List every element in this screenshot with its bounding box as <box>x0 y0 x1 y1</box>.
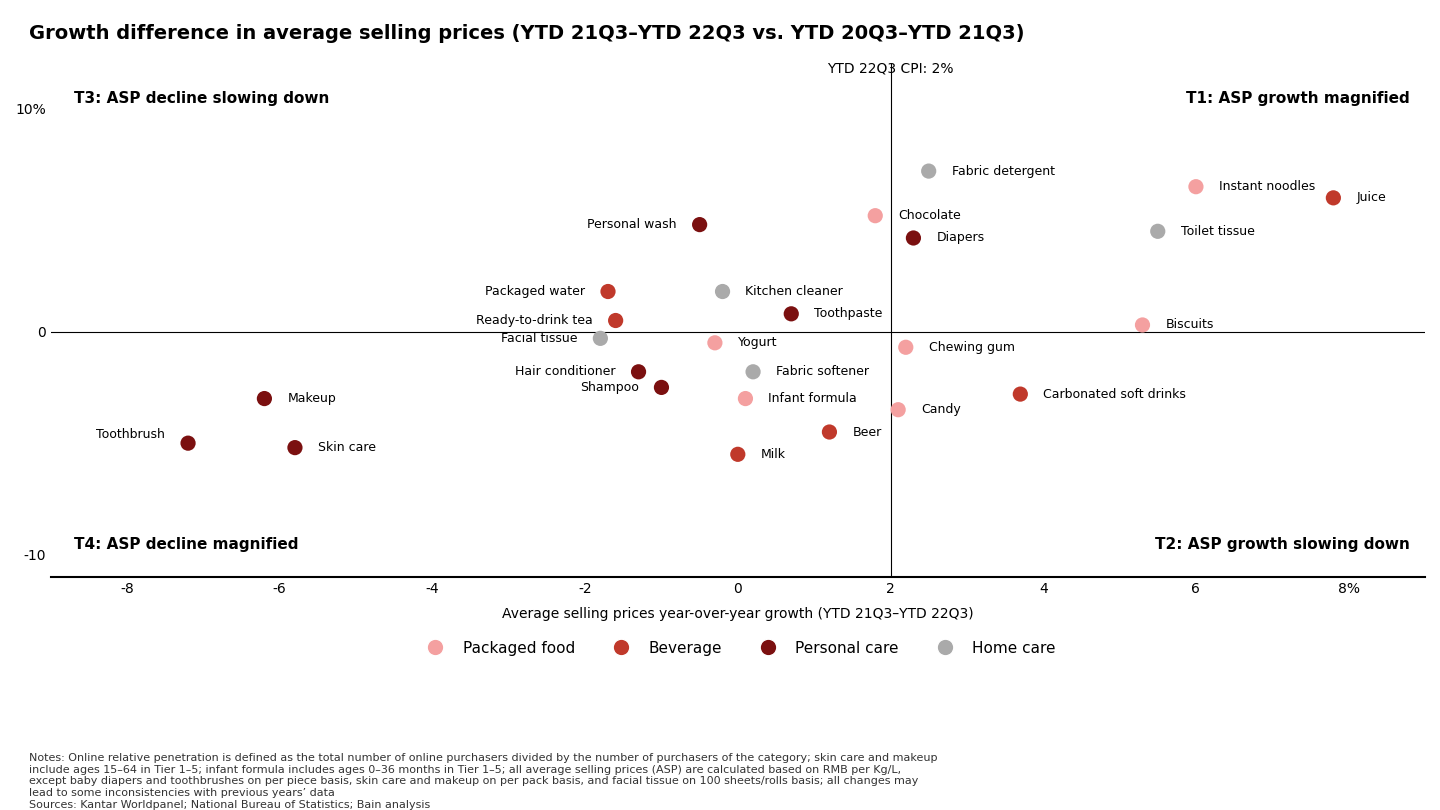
Text: Biscuits: Biscuits <box>1165 318 1214 331</box>
Point <box>649 381 672 394</box>
Point <box>726 448 749 461</box>
Point <box>605 314 628 327</box>
Point <box>894 341 917 354</box>
Text: Yogurt: Yogurt <box>737 336 778 349</box>
Text: Kitchen cleaner: Kitchen cleaner <box>746 285 844 298</box>
Text: Instant noodles: Instant noodles <box>1218 180 1315 194</box>
Text: Toothpaste: Toothpaste <box>814 307 883 320</box>
Text: Toothbrush: Toothbrush <box>96 428 166 441</box>
X-axis label: Average selling prices year-over-year growth (YTD 21Q3–YTD 22Q3): Average selling prices year-over-year gr… <box>503 607 973 621</box>
Point <box>1185 180 1208 193</box>
Text: Milk: Milk <box>760 448 786 461</box>
Point <box>711 285 734 298</box>
Point <box>887 403 910 416</box>
Point <box>253 392 276 405</box>
Text: Beer: Beer <box>852 425 881 438</box>
Text: Hair conditioner: Hair conditioner <box>516 365 616 378</box>
Text: Skin care: Skin care <box>318 441 376 454</box>
Text: T2: ASP growth slowing down: T2: ASP growth slowing down <box>1155 537 1410 552</box>
Text: Juice: Juice <box>1356 191 1387 204</box>
Text: Carbonated soft drinks: Carbonated soft drinks <box>1043 388 1187 401</box>
Point <box>917 164 940 177</box>
Text: Makeup: Makeup <box>288 392 336 405</box>
Point <box>779 307 802 320</box>
Point <box>901 232 924 245</box>
Text: Notes: Online relative penetration is defined as the total number of online purc: Notes: Online relative penetration is de… <box>29 753 937 810</box>
Point <box>177 437 200 450</box>
Text: Personal wash: Personal wash <box>588 218 677 231</box>
Text: Chocolate: Chocolate <box>899 209 960 222</box>
Point <box>284 441 307 454</box>
Point <box>688 218 711 231</box>
Text: YTD 22Q3 CPI: 2%: YTD 22Q3 CPI: 2% <box>827 62 953 75</box>
Text: T1: ASP growth magnified: T1: ASP growth magnified <box>1187 91 1410 106</box>
Text: Packaged water: Packaged water <box>485 285 585 298</box>
Text: Infant formula: Infant formula <box>769 392 857 405</box>
Text: Growth difference in average selling prices (YTD 21Q3–YTD 22Q3 vs. YTD 20Q3–YTD : Growth difference in average selling pri… <box>29 24 1024 43</box>
Point <box>626 365 649 378</box>
Text: Facial tissue: Facial tissue <box>501 332 577 345</box>
Point <box>818 425 841 438</box>
Text: T3: ASP decline slowing down: T3: ASP decline slowing down <box>73 91 328 106</box>
Point <box>1146 225 1169 238</box>
Text: Ready-to-drink tea: Ready-to-drink tea <box>477 314 593 327</box>
Text: Chewing gum: Chewing gum <box>929 341 1015 354</box>
Point <box>1322 191 1345 204</box>
Text: T4: ASP decline magnified: T4: ASP decline magnified <box>73 537 298 552</box>
Text: Shampoo: Shampoo <box>580 381 638 394</box>
Point <box>596 285 619 298</box>
Text: Fabric softener: Fabric softener <box>776 365 868 378</box>
Text: Candy: Candy <box>922 403 960 416</box>
Point <box>742 365 765 378</box>
Legend: Packaged food, Beverage, Personal care, Home care: Packaged food, Beverage, Personal care, … <box>413 634 1061 662</box>
Point <box>864 209 887 222</box>
Point <box>1130 318 1153 331</box>
Text: Diapers: Diapers <box>936 232 985 245</box>
Text: Toilet tissue: Toilet tissue <box>1181 225 1254 238</box>
Point <box>734 392 757 405</box>
Point <box>1009 388 1032 401</box>
Text: Fabric detergent: Fabric detergent <box>952 164 1054 177</box>
Point <box>589 332 612 345</box>
Point <box>703 336 726 349</box>
